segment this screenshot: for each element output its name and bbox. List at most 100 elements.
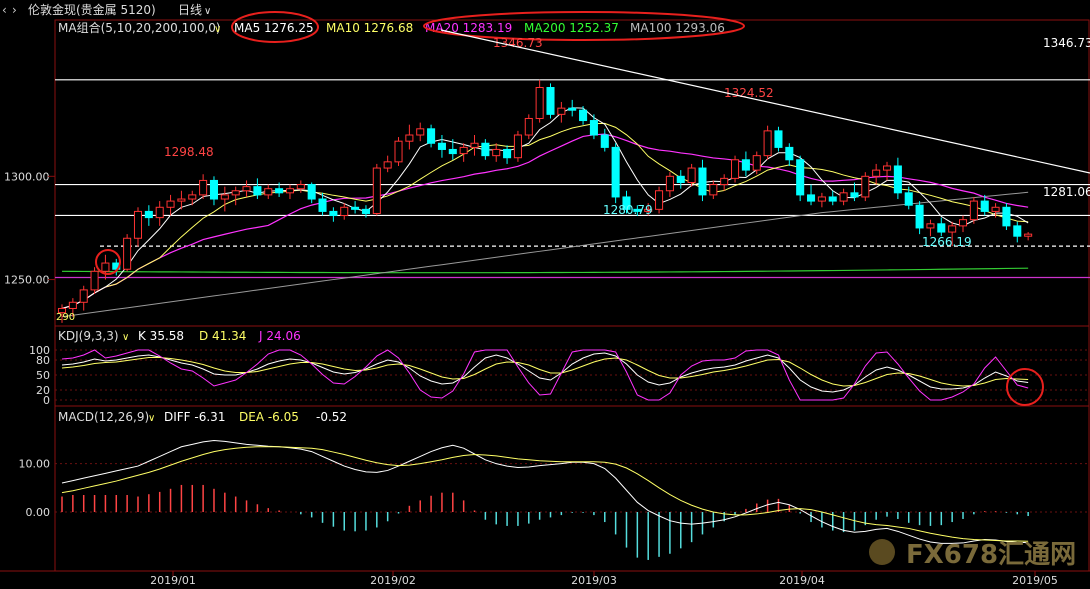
high-label-right: 1346.73 [1043, 36, 1090, 50]
kdj-legend: KDJ(9,3,3) ∨ K 35.58 D 41.34 J 24.06 [58, 329, 301, 343]
period-selector[interactable]: 日线 [178, 3, 202, 17]
macd-axis-label: 0.00 [26, 506, 51, 519]
candle-body [600, 134, 609, 148]
candle-body [709, 184, 718, 196]
candle-body [209, 179, 219, 200]
candle-body [199, 179, 208, 196]
candle-body [828, 196, 837, 202]
candle-body [101, 262, 110, 272]
chevron-down-icon[interactable]: ∨ [148, 413, 155, 424]
highlight-circle-low [95, 249, 121, 275]
candle-body [524, 117, 533, 136]
candle-body [492, 148, 501, 157]
candle-body [253, 186, 262, 196]
candle-body [774, 130, 783, 148]
candle-body [437, 142, 446, 150]
candle-body [589, 120, 598, 136]
macd-hist-value: -0.52 [316, 410, 347, 424]
candle-body [133, 210, 143, 239]
candle-body [557, 107, 566, 115]
candle-body [958, 219, 968, 227]
candle-body [296, 184, 305, 190]
candle-body [307, 184, 316, 200]
macd-dea-line [61, 446, 1029, 542]
candle-body [1013, 225, 1022, 237]
price-axis-label: 1250.00 [4, 274, 50, 287]
candle-body [785, 146, 794, 161]
candle-body [123, 237, 132, 270]
candle-body [796, 159, 805, 196]
candle-body [644, 208, 653, 212]
candlesticks[interactable] [57, 79, 1033, 323]
candle-body [633, 208, 642, 212]
candle-body [1024, 233, 1033, 237]
candle-body [893, 165, 902, 194]
candle-body [839, 192, 848, 202]
candle-body [655, 190, 664, 210]
candle-body [57, 307, 67, 314]
ma-indicator-label[interactable]: MA组合(5,10,20,200,100,0) [58, 20, 221, 35]
watermark-text: FX678汇通网 [906, 540, 1076, 570]
chevron-down-icon[interactable]: ∨ [214, 24, 221, 35]
chevron-down-icon[interactable]: ∨ [122, 332, 129, 343]
candle-body [665, 175, 674, 192]
candle-body [611, 146, 620, 198]
high-label-1298: 1298.48 [164, 145, 214, 159]
candle-body [340, 206, 349, 217]
candle-body [166, 200, 175, 208]
main-annotations: 1346.73 1346.73 1324.52 1298.48 1281.06 … [56, 29, 1090, 323]
kdj-j-value: J 24.06 [258, 329, 301, 343]
candle-body [416, 128, 425, 136]
candle-body [275, 188, 284, 194]
arrow-right-icon[interactable]: › [12, 3, 17, 17]
ma100-line [61, 191, 1029, 318]
low-label-1266: 1266.19 [922, 235, 972, 249]
fx678-logo-icon [869, 539, 895, 565]
candle-body [448, 148, 457, 155]
candle-body [79, 289, 88, 303]
kdj-label[interactable]: KDJ(9,3,3) [58, 329, 119, 343]
candle-body [242, 186, 251, 192]
candle-body [264, 188, 273, 196]
ma10-value: MA10 1276.68 [326, 21, 413, 35]
arrow-left-icon[interactable]: ‹ [2, 3, 7, 17]
candle-body [503, 148, 512, 159]
macd-label[interactable]: MACD(12,26,9) [58, 410, 149, 424]
ma5-value: MA5 1276.25 [234, 21, 314, 35]
chevron-down-icon[interactable]: ∨ [204, 6, 211, 17]
time-axis-label: 2019/04 [779, 574, 825, 587]
macd-dea-value: DEA -6.05 [239, 410, 299, 424]
candle-body [470, 142, 479, 148]
ma20-value: MA20 1283.19 [425, 21, 512, 35]
candle-body [351, 206, 360, 210]
candle-body [68, 301, 77, 309]
kdj-k-line [61, 352, 1029, 393]
candle-body [720, 177, 729, 186]
candle-body [372, 167, 381, 214]
candle-body [622, 196, 631, 210]
candle-body [144, 210, 153, 219]
candle-body [459, 146, 468, 155]
candle-body [405, 134, 414, 142]
time-axis-label: 2019/05 [1012, 574, 1058, 587]
candle-body [231, 190, 240, 196]
trendline [440, 29, 1090, 174]
candle-body [579, 109, 588, 122]
time-axis-label: 2019/01 [150, 574, 196, 587]
highlight-circle-kdj [1006, 368, 1044, 406]
candle-body [535, 87, 544, 119]
ma200-value: MA200 1252.37 [524, 21, 619, 35]
candle-body [318, 198, 327, 212]
ma20-line [61, 133, 1029, 310]
macd-series [55, 439, 1090, 560]
candle-body [991, 206, 1000, 212]
candle-body [285, 188, 294, 194]
high-label-1346: 1346.73 [493, 36, 543, 50]
title-bar: ‹ › 伦敦金现(贵金属 5120) 日线 ∨ [2, 2, 211, 17]
highlight-circle-ma-group [423, 11, 745, 41]
candle-body [807, 194, 816, 202]
price-axis-label: 1300.00 [4, 170, 50, 183]
